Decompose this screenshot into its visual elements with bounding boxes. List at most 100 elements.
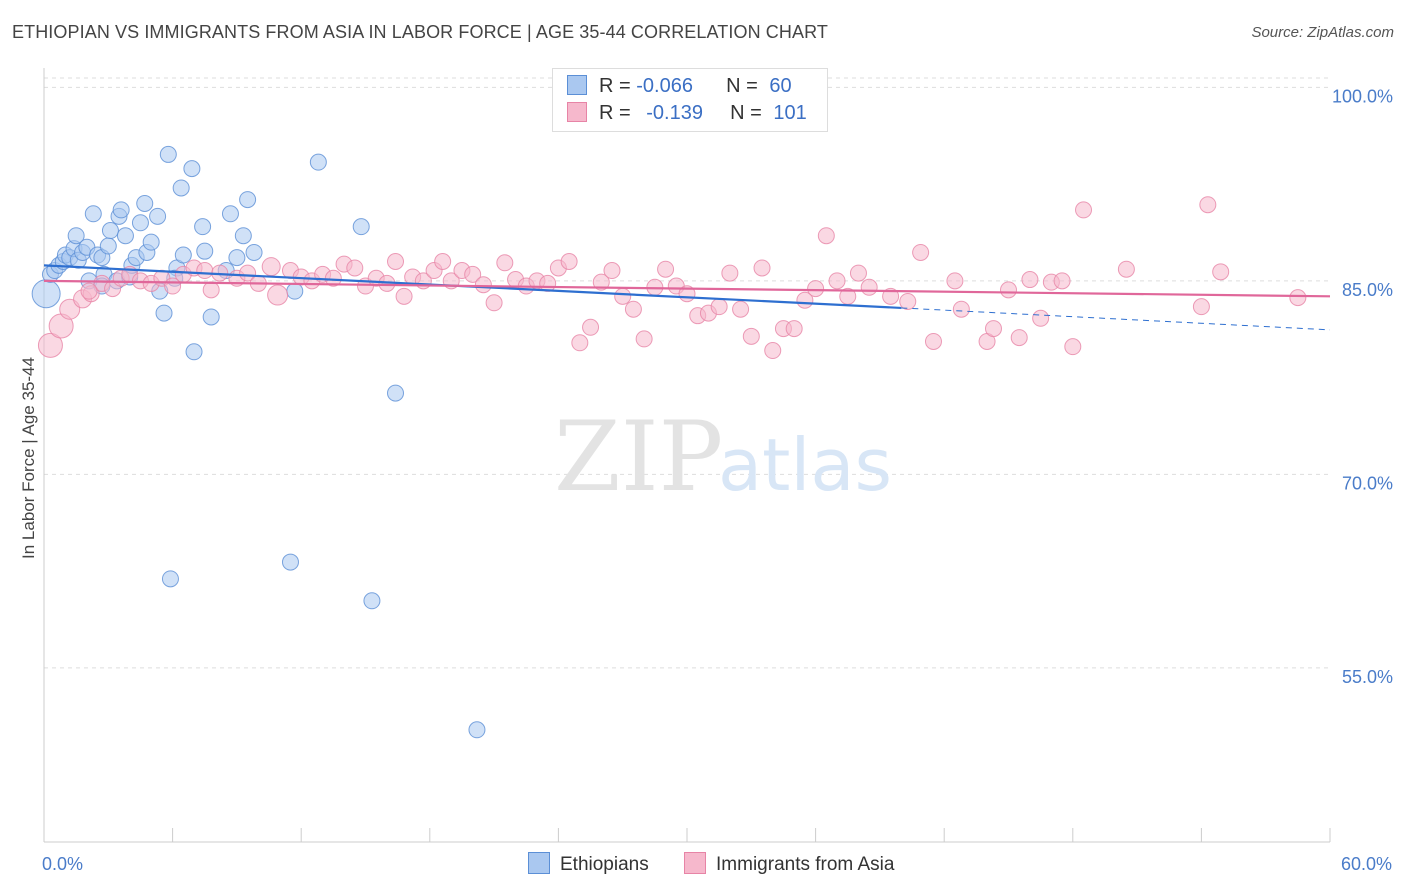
legend-swatch-asia: [567, 102, 587, 122]
gridlines: [44, 77, 1330, 669]
ethiopian-point: [149, 207, 167, 225]
ethiopian-point: [142, 233, 160, 251]
asia-point: [1075, 201, 1093, 219]
asia-point: [624, 300, 642, 318]
asia-point: [952, 300, 970, 318]
watermark: ZIP atlas: [554, 401, 892, 513]
legend-swatch-ethiopians: [567, 75, 587, 95]
asia-point: [485, 294, 503, 312]
asia-point: [924, 332, 942, 350]
legend-r-label: R =: [599, 75, 631, 97]
asia-point: [387, 253, 405, 270]
ethiopian-point: [281, 553, 299, 571]
asia-point: [721, 264, 739, 282]
series-name-ethiopians: Ethiopians: [560, 854, 649, 875]
legend-n-label: N =: [730, 102, 762, 124]
ethiopian-point: [136, 194, 154, 212]
asia-point: [261, 257, 281, 277]
ethiopian-point: [99, 237, 117, 255]
ethiopian-point: [159, 145, 177, 163]
asia-point: [946, 272, 964, 290]
asia-point: [614, 287, 632, 305]
ethiopian-point: [221, 205, 239, 223]
asia-point: [571, 334, 589, 352]
series-legend-ethiopians: Ethiopians: [528, 852, 649, 876]
ethiopian-point: [234, 227, 252, 245]
asia-point: [1064, 338, 1082, 356]
ethiopian-point: [194, 218, 212, 236]
asia-point: [346, 259, 364, 277]
asia-point: [196, 262, 214, 280]
ethiopian-point: [352, 218, 370, 236]
ethiopian-point: [309, 153, 327, 171]
ethiopian-point: [363, 592, 381, 610]
asia-point: [1117, 260, 1135, 278]
asia-point: [710, 298, 728, 316]
asia-point: [753, 259, 771, 277]
ethiopian-point: [116, 227, 134, 245]
tick-labels: 100.0% 85.0% 70.0% 55.0% 0.0% 60.0%: [42, 86, 1393, 874]
asia-point: [1212, 263, 1230, 281]
y-tick-label: 100.0%: [1332, 86, 1393, 106]
ethiopian-point: [185, 343, 203, 361]
y-tick-label: 85.0%: [1342, 280, 1393, 300]
ethiopian-point: [101, 222, 119, 240]
ethiopian-point: [174, 246, 192, 264]
asia-point: [912, 243, 930, 261]
ethiopian-point: [202, 308, 220, 326]
asia-trend-line: [43, 279, 1331, 298]
ethiopian-point: [67, 227, 85, 245]
asia-point: [474, 276, 492, 294]
asia-point: [1000, 281, 1017, 299]
asia-point: [560, 253, 578, 270]
ethiopian-point: [31, 279, 61, 309]
asia-point: [603, 262, 621, 280]
ethiopian-point: [387, 384, 405, 402]
legend-r-label: R =: [599, 102, 631, 124]
asia-point: [785, 320, 803, 338]
asia-point: [1053, 272, 1071, 290]
asia-point: [817, 227, 835, 245]
source-label: Source: ZipAtlas.com: [1251, 24, 1394, 41]
asia-point: [592, 273, 610, 291]
series-name-asia: Immigrants from Asia: [716, 854, 895, 875]
chart-title: ETHIOPIAN VS IMMIGRANTS FROM ASIA IN LAB…: [12, 22, 828, 42]
watermark-atlas: atlas: [718, 423, 892, 507]
asia-point: [37, 332, 63, 358]
trend-lines: [43, 264, 1331, 331]
asia-point: [1021, 271, 1039, 289]
asia-point: [764, 342, 782, 360]
series-swatch-ethiopians: [528, 852, 550, 874]
ethiopian-point: [228, 249, 246, 267]
asia-point: [984, 320, 1002, 338]
legend-row-ethiopians: R = -0.066 N = 60: [567, 75, 792, 99]
series-legend-asia: Immigrants from Asia: [684, 852, 894, 876]
asia-point: [239, 264, 257, 282]
asia-point: [395, 287, 413, 305]
ethiopians-trend-extension: [901, 307, 1331, 331]
ethiopian-point: [468, 721, 486, 739]
asia-point: [434, 253, 452, 270]
ethiopian-point: [155, 304, 173, 322]
asia-point: [267, 284, 289, 306]
asia-point: [80, 282, 98, 300]
axes: [43, 68, 1331, 843]
ethiopian-point: [286, 282, 304, 300]
ethiopian-point: [84, 205, 102, 223]
ethiopian-point: [172, 179, 190, 197]
asia-point: [464, 265, 482, 283]
asia-point: [582, 318, 600, 336]
asia-point: [860, 278, 878, 296]
asia-point: [828, 272, 846, 290]
asia-point: [1289, 289, 1307, 307]
asia-point: [1032, 309, 1050, 327]
ethiopian-point: [161, 570, 179, 588]
asia-point: [496, 254, 514, 272]
asia-point: [742, 327, 760, 345]
ethiopian-point: [245, 243, 263, 261]
y-axis-label: In Labor Force | Age 35-44: [19, 357, 38, 559]
asia-point: [202, 281, 220, 299]
legend-row-asia: R = -0.139 N = 101: [567, 102, 807, 126]
legend-r-value: -0.139: [646, 102, 703, 124]
